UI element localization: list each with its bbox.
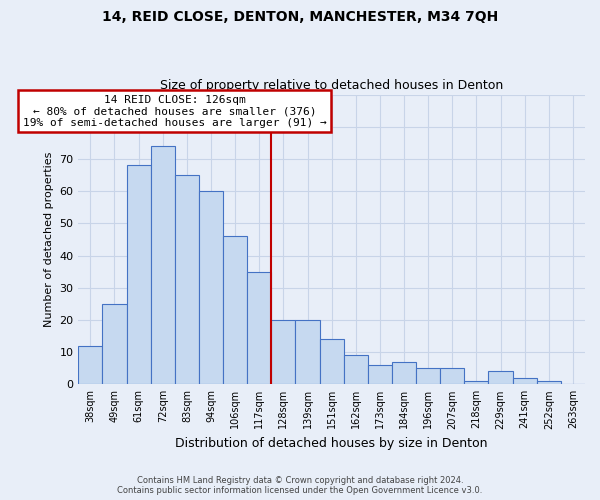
Bar <box>175 175 199 384</box>
Bar <box>247 272 271 384</box>
Bar <box>295 320 320 384</box>
Bar <box>223 236 247 384</box>
Bar <box>344 356 368 384</box>
Bar <box>416 368 440 384</box>
Text: 14 REID CLOSE: 126sqm
← 80% of detached houses are smaller (376)
19% of semi-det: 14 REID CLOSE: 126sqm ← 80% of detached … <box>23 94 326 128</box>
Bar <box>488 372 512 384</box>
Bar <box>368 365 392 384</box>
Bar <box>537 381 561 384</box>
Bar <box>103 304 127 384</box>
Text: Contains HM Land Registry data © Crown copyright and database right 2024.
Contai: Contains HM Land Registry data © Crown c… <box>118 476 482 495</box>
Bar <box>199 191 223 384</box>
Bar <box>271 320 295 384</box>
Bar <box>512 378 537 384</box>
Bar <box>320 339 344 384</box>
Text: 14, REID CLOSE, DENTON, MANCHESTER, M34 7QH: 14, REID CLOSE, DENTON, MANCHESTER, M34 … <box>102 10 498 24</box>
Y-axis label: Number of detached properties: Number of detached properties <box>44 152 54 327</box>
Bar <box>440 368 464 384</box>
Bar <box>392 362 416 384</box>
Bar <box>151 146 175 384</box>
Bar <box>127 166 151 384</box>
Title: Size of property relative to detached houses in Denton: Size of property relative to detached ho… <box>160 79 503 92</box>
Bar <box>464 381 488 384</box>
X-axis label: Distribution of detached houses by size in Denton: Distribution of detached houses by size … <box>175 437 488 450</box>
Bar <box>79 346 103 385</box>
